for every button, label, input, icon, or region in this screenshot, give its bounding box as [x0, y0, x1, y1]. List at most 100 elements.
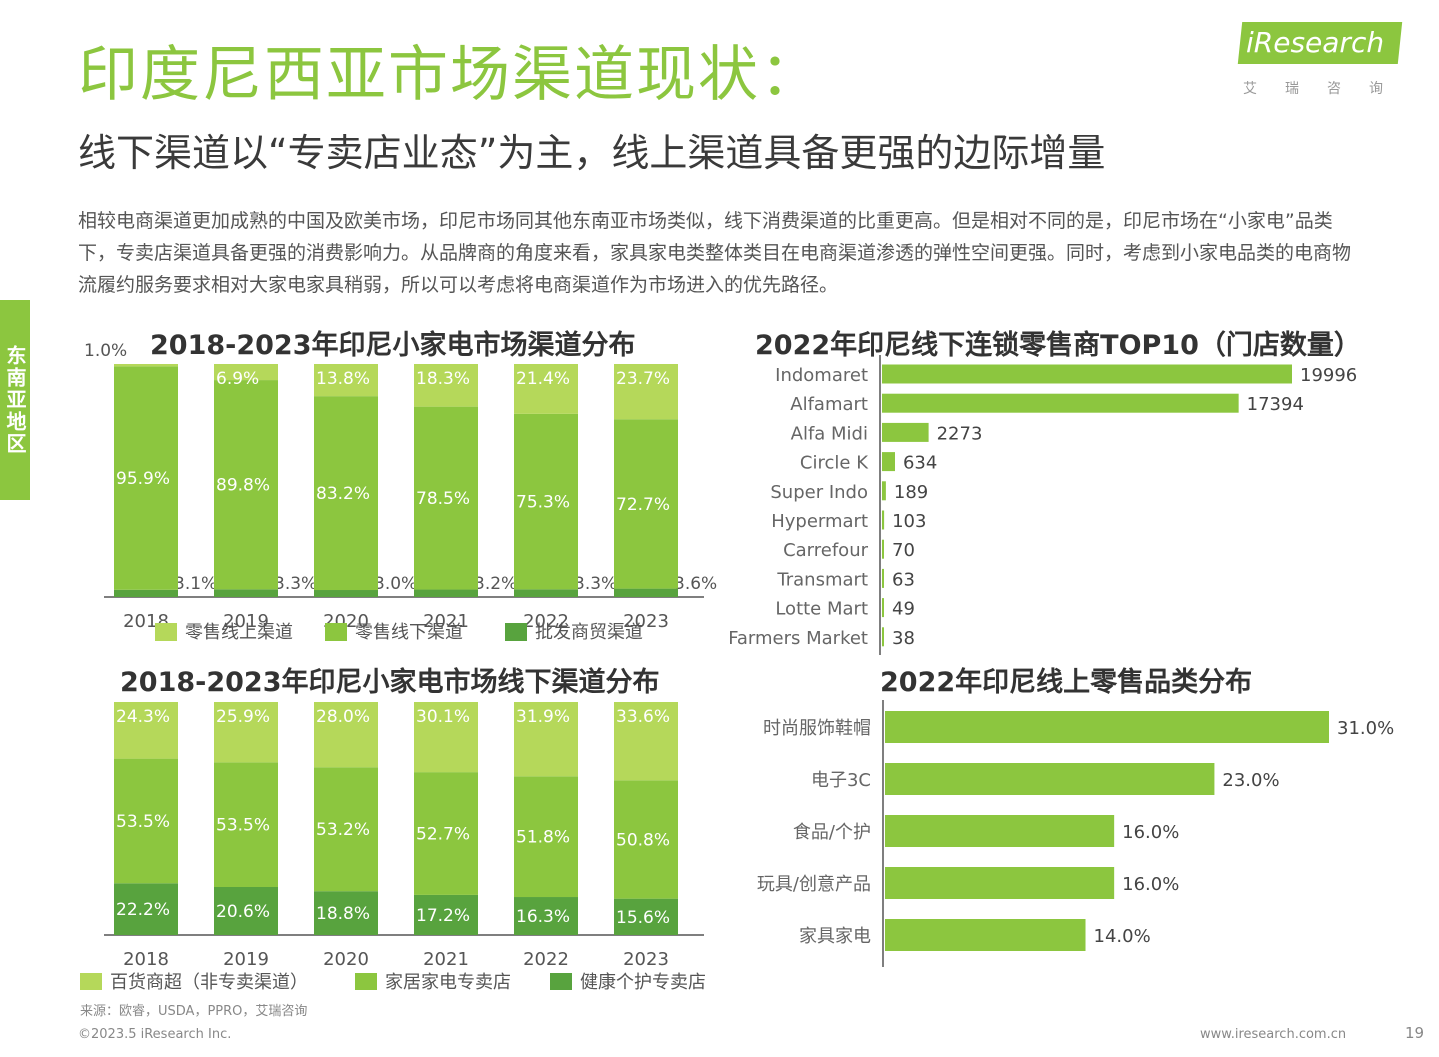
chart2-stacked-bar: 22.2% 53.5% 24.3% 2018 20.6% 53.5% 25.9% 2019 18… — [80, 702, 706, 990]
bar-value-label: 31.0% — [1337, 718, 1394, 739]
y-tick-label: Lotte Mart — [775, 599, 868, 620]
bar — [882, 510, 885, 530]
bar-value-label: 18.3% — [416, 369, 470, 389]
bar-value-label: 1.0% — [84, 341, 127, 361]
chart2-title: 2018-2023年印尼小家电市场线下渠道分布 — [120, 667, 660, 698]
bar-segment — [614, 419, 678, 589]
bar-value-label: 28.0% — [316, 707, 370, 727]
bar-segment — [114, 883, 178, 935]
x-tick-label: 2022 — [523, 611, 569, 632]
bar-value-label: 3.3% — [274, 574, 317, 594]
bar-value-label: 16.0% — [1122, 822, 1179, 843]
bar-value-label: 18.8% — [316, 904, 370, 924]
bar-segment — [414, 772, 478, 895]
x-tick-label: 2019 — [223, 949, 269, 970]
bar-segment — [214, 589, 278, 597]
legend-swatch — [80, 973, 102, 990]
bar — [885, 815, 1115, 847]
x-tick-label: 2019 — [223, 611, 269, 632]
bar — [882, 452, 895, 472]
bar-value-label: 51.8% — [516, 828, 570, 848]
bar-value-label: 24.3% — [116, 707, 170, 727]
y-tick-label: 食品/个护 — [793, 822, 871, 843]
page-title: 印度尼西亚市场渠道现状： — [78, 40, 822, 110]
legend-label: 零售线上渠道 — [185, 622, 293, 643]
y-tick-label: Alfa Midi — [791, 423, 868, 444]
bar-segment — [214, 364, 278, 381]
bar-segment — [414, 589, 478, 597]
bar-value-label: 25.9% — [216, 707, 270, 727]
bar-segment — [214, 380, 278, 590]
bar — [882, 422, 929, 442]
bar-segment — [414, 894, 478, 935]
bar-segment — [214, 887, 278, 935]
bar — [885, 763, 1215, 795]
bar-value-label: 2273 — [937, 423, 983, 444]
y-tick-label: Indomaret — [775, 365, 868, 386]
bar-segment — [514, 776, 578, 898]
bar-segment — [514, 364, 578, 414]
bar-segment — [414, 702, 478, 773]
bar-value-label: 103 — [892, 511, 926, 532]
bar-value-label: 634 — [903, 453, 937, 474]
bar-segment — [414, 364, 478, 407]
bar-value-label: 3.2% — [474, 574, 517, 594]
bar — [885, 711, 1329, 743]
bar-value-label: 3.3% — [574, 574, 617, 594]
bar-segment — [114, 366, 178, 590]
bar — [885, 919, 1086, 951]
y-tick-label: Carrefour — [783, 540, 869, 561]
y-tick-label: 玩具/创意产品 — [757, 874, 871, 895]
bar-value-label: 78.5% — [416, 489, 470, 509]
bar-segment — [614, 364, 678, 420]
bar-value-label: 50.8% — [616, 830, 670, 850]
chart4-horizontal-bar: 时尚服饰鞋帽 31.0% 电子3C 23.0% 食品/个护 16.0% 玩具/创意产品 16.… — [757, 700, 1394, 967]
source-note: 来源：欧睿，USDA，PPRO，艾瑞咨询 — [80, 1004, 308, 1019]
bar — [885, 867, 1115, 899]
bar-segment — [214, 762, 278, 888]
bar-value-label: 6.9% — [216, 369, 259, 389]
bar-value-label: 95.9% — [116, 469, 170, 489]
bar-value-label: 22.2% — [116, 900, 170, 920]
bar-segment — [514, 702, 578, 777]
bar-value-label: 23.0% — [1222, 770, 1279, 791]
bar-segment — [114, 589, 178, 597]
chart3-title: 2022年印尼线下连锁零售商TOP10（门店数量） — [755, 330, 1361, 361]
bar-value-label: 189 — [894, 482, 928, 503]
x-tick-label: 2021 — [423, 949, 469, 970]
bar-value-label: 53.5% — [216, 816, 270, 836]
y-tick-label: 家具家电 — [799, 926, 871, 947]
bar-value-label: 53.2% — [316, 820, 370, 840]
bar-segment — [614, 588, 678, 597]
legend-label: 健康个护专卖店 — [580, 972, 706, 990]
bar-value-label: 15.6% — [616, 908, 670, 928]
legend-swatch — [550, 973, 572, 990]
bar — [882, 627, 884, 647]
bar — [882, 393, 1239, 413]
bar-segment — [414, 406, 478, 590]
x-tick-label: 2023 — [623, 611, 669, 632]
bar-value-label: 14.0% — [1094, 926, 1151, 947]
x-tick-label: 2022 — [523, 949, 569, 970]
bar-segment — [614, 898, 678, 935]
bar-value-label: 3.0% — [374, 574, 417, 594]
bar-value-label: 31.9% — [516, 707, 570, 727]
bar-segment — [314, 702, 378, 768]
legend-label: 批发商贸渠道 — [535, 622, 643, 643]
bar-segment — [314, 767, 378, 892]
bar-segment — [214, 702, 278, 763]
y-tick-label: Hypermart — [771, 511, 868, 532]
copyright: ©2023.5 iResearch Inc. — [78, 1027, 232, 1042]
bar-segment — [314, 364, 378, 397]
legend-swatch — [355, 973, 377, 990]
bar-segment — [314, 396, 378, 591]
bar-segment — [514, 897, 578, 935]
bar-segment — [514, 413, 578, 590]
bar-value-label: 17394 — [1247, 394, 1304, 415]
bar-value-label: 75.3% — [516, 493, 570, 513]
legend-swatch — [325, 623, 347, 641]
logo: iResearch — [1246, 26, 1385, 59]
website-link[interactable]: www.iresearch.com.cn — [1200, 1027, 1347, 1042]
x-tick-label: 2020 — [323, 949, 369, 970]
bar-value-label: 52.7% — [416, 825, 470, 845]
